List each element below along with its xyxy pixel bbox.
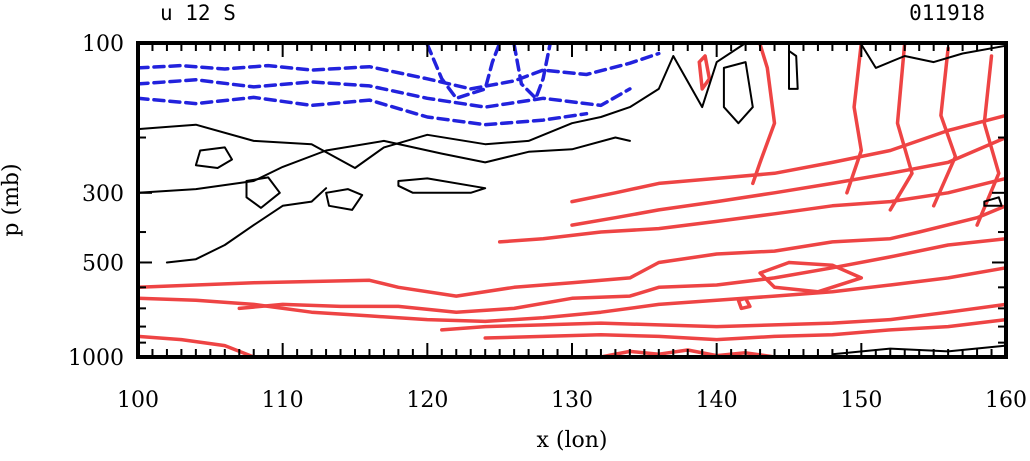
y-tick-label: 300 [82,182,124,207]
negative-contour-2 [136,95,589,127]
zero-contour-4 [245,176,281,209]
positive-contour-4 [570,135,1008,227]
zero-contour-1 [137,136,631,194]
negative-contour-3 [425,41,502,101]
y-tick-labels: 100 300 500 1000 [68,32,124,371]
x-tick-labels: 100 110 120 130 140 150 160 [117,388,1027,413]
chart-title-right: 011918 [909,1,985,25]
negative-contour-4 [512,41,553,101]
zero-contour-9 [860,43,1007,69]
y-axis-label: p (mb) [0,163,24,236]
positive-contour-7 [483,317,1008,342]
positive-contour-14 [888,41,914,212]
zero-contour-7 [722,61,754,125]
x-tick-label: 100 [117,388,159,413]
positive-contour-11 [736,296,752,311]
positive-contour-12 [751,42,777,186]
y-tick-label: 500 [82,251,124,276]
negative-contour-0 [136,51,661,91]
x-tick-label: 110 [262,388,304,413]
x-axis-label: x (lon) [536,428,607,453]
tick-marks [137,42,1007,358]
positive-contour-0 [136,204,1008,298]
positive-contour-16 [975,54,1001,227]
positive-contour-2 [136,266,1008,324]
x-tick-label: 130 [551,388,593,413]
positive-contour-15 [931,46,958,208]
zero-contour-8 [788,49,799,90]
zero-contour-0 [137,42,747,169]
positive-contour-1 [237,236,1008,314]
positive-contour-13 [845,41,864,195]
negative-contour-1 [136,78,632,109]
chart-title-left: u 12 S [160,1,236,25]
x-tick-label: 140 [696,388,738,413]
zero-contour-3 [194,146,233,169]
positive-contour-5 [497,176,1008,244]
zero-contour-6 [397,177,487,194]
y-tick-label: 100 [82,32,124,57]
positive-contour-17 [758,260,864,294]
positive-contour-6 [440,302,1008,332]
zero-contour-5 [325,188,364,211]
contour-lines [136,41,1008,359]
zero-contour-2 [165,187,328,264]
zero-contour-10 [983,196,1003,207]
y-tick-label: 1000 [68,346,124,371]
x-tick-label: 150 [840,388,882,413]
positive-contour-10 [697,54,712,91]
x-tick-label: 160 [985,388,1027,413]
positive-contour-3 [570,113,1008,204]
x-tick-label: 120 [406,388,448,413]
